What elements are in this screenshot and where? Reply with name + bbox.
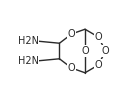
Text: O: O xyxy=(95,32,102,42)
Text: O: O xyxy=(68,29,76,39)
Text: H2N: H2N xyxy=(18,56,39,66)
Text: O: O xyxy=(95,60,102,70)
Text: O: O xyxy=(81,46,89,56)
Text: O: O xyxy=(102,46,109,56)
Text: O: O xyxy=(68,63,76,73)
Text: H2N: H2N xyxy=(18,36,39,46)
